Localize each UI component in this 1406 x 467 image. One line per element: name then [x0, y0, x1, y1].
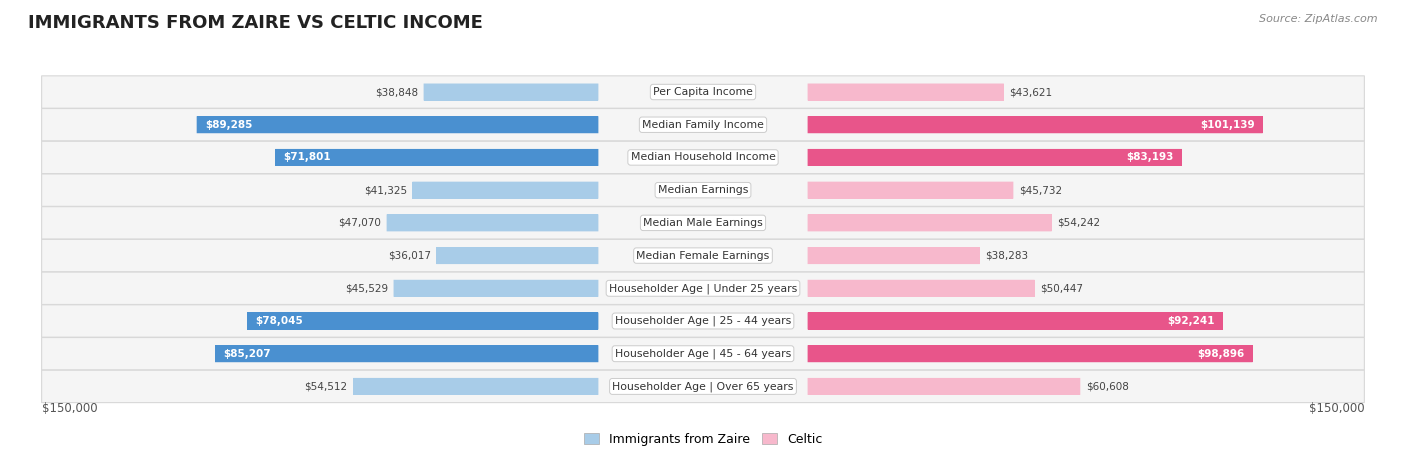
Text: $71,801: $71,801 — [284, 152, 330, 163]
Text: Householder Age | 25 - 44 years: Householder Age | 25 - 44 years — [614, 316, 792, 326]
FancyBboxPatch shape — [42, 207, 1364, 239]
Text: $45,732: $45,732 — [1019, 185, 1062, 195]
FancyBboxPatch shape — [247, 312, 599, 330]
FancyBboxPatch shape — [215, 345, 599, 362]
Text: $89,285: $89,285 — [205, 120, 252, 130]
FancyBboxPatch shape — [807, 116, 1263, 133]
FancyBboxPatch shape — [247, 312, 599, 330]
FancyBboxPatch shape — [807, 312, 1223, 330]
FancyBboxPatch shape — [807, 182, 1014, 198]
FancyBboxPatch shape — [394, 280, 599, 297]
Text: $47,070: $47,070 — [339, 218, 381, 228]
FancyBboxPatch shape — [807, 280, 1035, 297]
FancyBboxPatch shape — [807, 84, 1004, 100]
FancyBboxPatch shape — [807, 247, 980, 264]
FancyBboxPatch shape — [42, 338, 1364, 370]
FancyBboxPatch shape — [42, 174, 1364, 206]
Text: $54,512: $54,512 — [305, 382, 347, 391]
Text: $38,848: $38,848 — [375, 87, 418, 97]
Text: $45,529: $45,529 — [344, 283, 388, 293]
Text: $50,447: $50,447 — [1040, 283, 1083, 293]
FancyBboxPatch shape — [215, 345, 599, 362]
FancyBboxPatch shape — [276, 149, 599, 166]
FancyBboxPatch shape — [387, 214, 599, 231]
FancyBboxPatch shape — [807, 116, 1263, 133]
Text: $36,017: $36,017 — [388, 251, 432, 261]
FancyBboxPatch shape — [423, 84, 599, 100]
Text: Per Capita Income: Per Capita Income — [652, 87, 754, 97]
FancyBboxPatch shape — [42, 370, 1364, 403]
FancyBboxPatch shape — [807, 280, 1035, 297]
FancyBboxPatch shape — [807, 182, 1014, 198]
FancyBboxPatch shape — [436, 247, 599, 264]
Text: Median Family Income: Median Family Income — [643, 120, 763, 130]
FancyBboxPatch shape — [353, 378, 599, 395]
FancyBboxPatch shape — [807, 312, 1223, 330]
FancyBboxPatch shape — [807, 149, 1182, 166]
FancyBboxPatch shape — [412, 182, 599, 198]
Text: $92,241: $92,241 — [1167, 316, 1215, 326]
FancyBboxPatch shape — [42, 76, 1364, 108]
Text: Source: ZipAtlas.com: Source: ZipAtlas.com — [1260, 14, 1378, 24]
FancyBboxPatch shape — [394, 280, 599, 297]
FancyBboxPatch shape — [807, 214, 1052, 231]
FancyBboxPatch shape — [807, 345, 1253, 362]
FancyBboxPatch shape — [197, 116, 599, 133]
FancyBboxPatch shape — [807, 214, 1052, 231]
FancyBboxPatch shape — [807, 378, 1080, 395]
Text: $41,325: $41,325 — [364, 185, 408, 195]
Text: $54,242: $54,242 — [1057, 218, 1099, 228]
FancyBboxPatch shape — [412, 182, 599, 198]
FancyBboxPatch shape — [807, 149, 1182, 166]
Text: $150,000: $150,000 — [1309, 402, 1364, 415]
FancyBboxPatch shape — [807, 247, 980, 264]
FancyBboxPatch shape — [42, 272, 1364, 304]
Text: Median Household Income: Median Household Income — [630, 152, 776, 163]
Text: Householder Age | 45 - 64 years: Householder Age | 45 - 64 years — [614, 348, 792, 359]
FancyBboxPatch shape — [42, 240, 1364, 272]
Text: $85,207: $85,207 — [224, 349, 271, 359]
Text: IMMIGRANTS FROM ZAIRE VS CELTIC INCOME: IMMIGRANTS FROM ZAIRE VS CELTIC INCOME — [28, 14, 484, 32]
FancyBboxPatch shape — [276, 149, 599, 166]
Text: Householder Age | Under 25 years: Householder Age | Under 25 years — [609, 283, 797, 294]
FancyBboxPatch shape — [423, 84, 599, 100]
FancyBboxPatch shape — [387, 214, 599, 231]
FancyBboxPatch shape — [197, 116, 599, 133]
Text: $60,608: $60,608 — [1085, 382, 1129, 391]
Text: Median Female Earnings: Median Female Earnings — [637, 251, 769, 261]
FancyBboxPatch shape — [807, 378, 1080, 395]
FancyBboxPatch shape — [807, 345, 1253, 362]
Legend: Immigrants from Zaire, Celtic: Immigrants from Zaire, Celtic — [578, 428, 828, 451]
FancyBboxPatch shape — [353, 378, 599, 395]
Text: $38,283: $38,283 — [986, 251, 1028, 261]
FancyBboxPatch shape — [42, 305, 1364, 337]
Text: Median Male Earnings: Median Male Earnings — [643, 218, 763, 228]
Text: Median Earnings: Median Earnings — [658, 185, 748, 195]
FancyBboxPatch shape — [42, 108, 1364, 141]
Text: $78,045: $78,045 — [256, 316, 304, 326]
FancyBboxPatch shape — [807, 84, 1004, 100]
Text: $150,000: $150,000 — [42, 402, 97, 415]
Text: $101,139: $101,139 — [1199, 120, 1254, 130]
Text: Householder Age | Over 65 years: Householder Age | Over 65 years — [612, 381, 794, 392]
FancyBboxPatch shape — [42, 141, 1364, 174]
FancyBboxPatch shape — [436, 247, 599, 264]
Text: $98,896: $98,896 — [1198, 349, 1244, 359]
Text: $83,193: $83,193 — [1126, 152, 1174, 163]
Text: $43,621: $43,621 — [1010, 87, 1052, 97]
